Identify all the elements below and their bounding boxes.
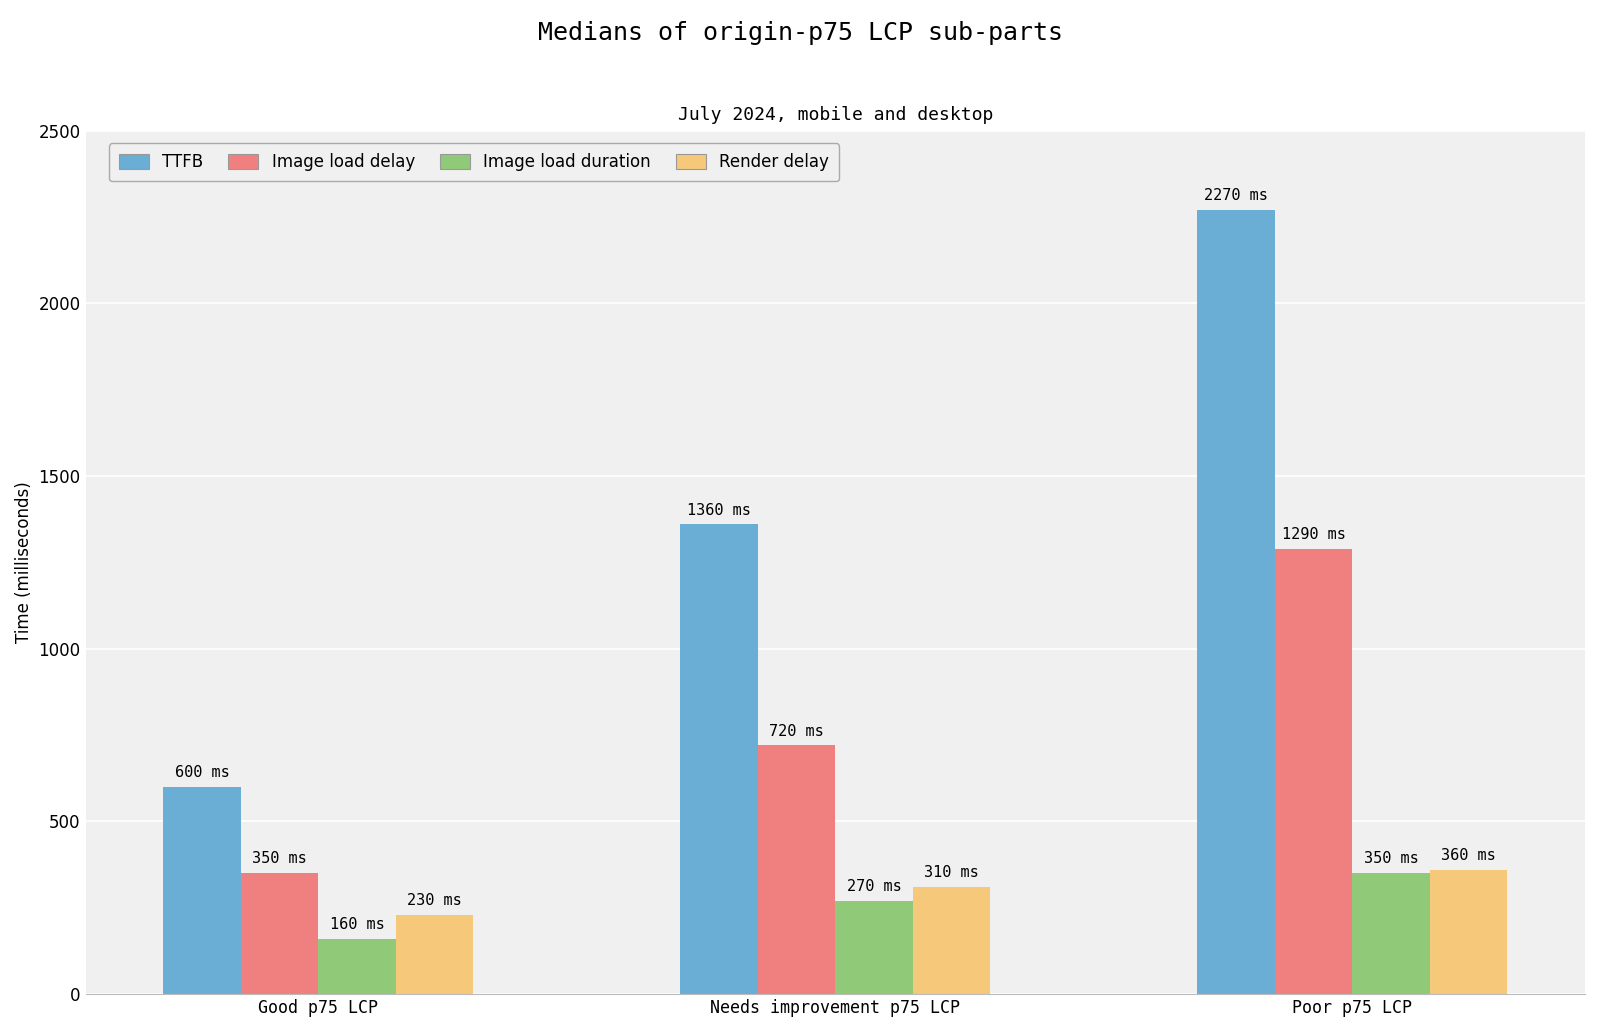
Bar bbox=[163, 787, 240, 994]
Text: Medians of origin-p75 LCP sub-parts: Medians of origin-p75 LCP sub-parts bbox=[538, 21, 1062, 44]
Bar bbox=[318, 939, 395, 994]
Bar bbox=[1275, 549, 1352, 994]
Bar bbox=[1430, 870, 1507, 994]
Text: 350 ms: 350 ms bbox=[1363, 851, 1419, 866]
Bar bbox=[240, 873, 318, 994]
Text: 1290 ms: 1290 ms bbox=[1282, 526, 1346, 542]
Bar bbox=[1352, 873, 1430, 994]
Text: 600 ms: 600 ms bbox=[174, 765, 229, 780]
Text: 270 ms: 270 ms bbox=[846, 879, 901, 894]
Text: 360 ms: 360 ms bbox=[1442, 848, 1496, 863]
Text: 720 ms: 720 ms bbox=[770, 723, 824, 739]
Bar bbox=[395, 914, 474, 994]
Text: 230 ms: 230 ms bbox=[406, 893, 462, 908]
Bar bbox=[914, 888, 990, 994]
Text: 160 ms: 160 ms bbox=[330, 917, 384, 932]
Text: 310 ms: 310 ms bbox=[925, 865, 979, 880]
Bar bbox=[680, 524, 758, 994]
Text: 1360 ms: 1360 ms bbox=[686, 503, 750, 517]
Bar bbox=[758, 745, 835, 994]
Y-axis label: Time (milliseconds): Time (milliseconds) bbox=[14, 482, 34, 643]
Bar bbox=[835, 901, 914, 994]
Text: 350 ms: 350 ms bbox=[253, 851, 307, 866]
Text: 2270 ms: 2270 ms bbox=[1205, 188, 1267, 203]
Legend: TTFB, Image load delay, Image load duration, Render delay: TTFB, Image load delay, Image load durat… bbox=[109, 143, 838, 182]
Title: July 2024, mobile and desktop: July 2024, mobile and desktop bbox=[677, 105, 994, 124]
Bar bbox=[1197, 211, 1275, 994]
